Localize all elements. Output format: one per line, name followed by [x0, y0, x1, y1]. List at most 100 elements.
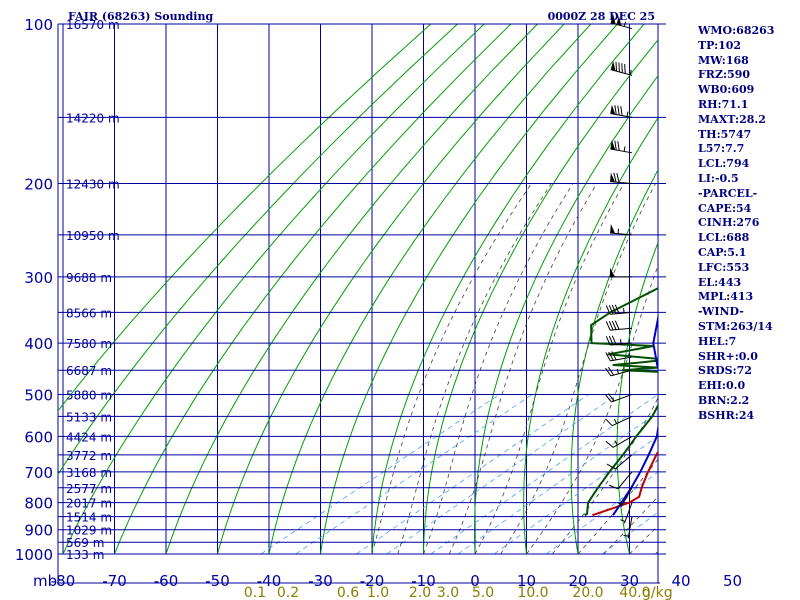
wind-barb-flag: [616, 173, 620, 183]
height-label: 10950 m: [66, 229, 120, 243]
wind-barb: [605, 393, 633, 403]
mixing-ratio-label: 5.0: [472, 585, 494, 600]
wind-barb: [608, 471, 633, 490]
parameter-item: EHI:0.0: [698, 379, 746, 393]
parameter-item: WB0:609: [698, 83, 755, 97]
parameter-item: MAXT:28.2: [698, 112, 766, 126]
profile-series: [584, 287, 658, 517]
mixing-ratio-label: 0.6: [337, 585, 359, 600]
dry-adiabat-line: [268, 24, 592, 554]
temperature-tick-label: -80: [51, 572, 76, 590]
parameter-item: BSHR:24: [698, 408, 755, 422]
parameter-item: HEL:7: [698, 334, 737, 348]
wind-barb: [605, 366, 633, 377]
wind-barb-pennant: [610, 104, 616, 115]
wind-barb-half-flag: [623, 146, 626, 152]
parameter-item: LFC:553: [698, 260, 750, 274]
wind-barb-pennant: [610, 224, 616, 234]
parameter-item: LI:-0.5: [698, 171, 739, 185]
pressure-tick-label: 900: [24, 522, 53, 540]
height-label: 569 m: [66, 536, 104, 550]
temperature-tick-label: -70: [102, 572, 127, 590]
parameter-item: LCL:794: [698, 157, 750, 171]
parcel-profile-line: [612, 313, 658, 516]
wind-barb-flag: [605, 352, 611, 362]
wind-barb-flag: [605, 321, 611, 331]
temperature-tick-label: 50: [723, 572, 742, 590]
mixing-ratio-label: 0.2: [277, 585, 299, 600]
wind-barb-shaft: [610, 356, 633, 362]
temperature-tick-label: -50: [205, 572, 230, 590]
moist-adiabat-line: [423, 183, 574, 554]
height-label: 2017 m: [66, 497, 112, 511]
dewpoint-profile-line: [584, 287, 658, 517]
wind-barb: [610, 104, 633, 118]
temperature-tick-label: -10: [411, 572, 436, 590]
height-label: 6687 m: [66, 364, 112, 378]
wind-barb: [606, 454, 633, 470]
wind-barb-pennant: [616, 15, 622, 26]
wind-barb-flag: [606, 463, 616, 470]
pressure-tick-label: 200: [24, 176, 53, 194]
wind-barb-flag: [618, 62, 620, 73]
parameter-item: MW:168: [698, 53, 749, 67]
dry-adiabat-line: [62, 24, 485, 554]
pressure-tick-label: 700: [24, 464, 53, 482]
wind-barb: [617, 487, 633, 508]
height-label: 1029 m: [66, 524, 112, 538]
height-label: 3168 m: [66, 466, 112, 480]
height-label: 12430 m: [66, 178, 120, 192]
moist-adiabat-line: [474, 183, 625, 554]
wind-barb-shaft: [624, 502, 633, 524]
mixing-ratio-line: [356, 394, 589, 554]
background-lines: [58, 24, 658, 554]
wind-barb-flag: [608, 351, 614, 361]
pressure-tick-label: 300: [24, 269, 53, 287]
wind-barb: [610, 60, 633, 76]
mixing-ratio-label: 3.0: [437, 585, 459, 600]
wind-barb-flag: [614, 320, 620, 330]
wind-barb: [610, 172, 633, 185]
temperature-tick-label: -40: [257, 572, 282, 590]
wind-barb-flag: [611, 320, 617, 330]
temperature-tick-label: 20: [568, 572, 587, 590]
parameter-list: WMO:68263 TP:102 MW:168 FRZ:590 WB0:609 RH:71…: [698, 24, 798, 424]
temperature-tick-label: -60: [154, 572, 179, 590]
height-label: 5133 m: [66, 410, 112, 424]
wind-barb: [623, 516, 633, 539]
pressure-tick-label: 500: [24, 386, 53, 404]
height-label: 8566 m: [66, 306, 112, 320]
wind-barb-half-flag: [620, 519, 626, 522]
wind-barb-shaft: [620, 487, 633, 508]
parameter-item: TH:5747: [698, 127, 752, 141]
wind-barb-flag: [613, 172, 617, 183]
wind-barb-shaft: [610, 311, 633, 315]
mixing-ratio-label: 20.0: [572, 585, 603, 600]
wind-barb-flag: [615, 61, 618, 72]
parameter-item: -PARCEL-: [698, 186, 758, 200]
parameter-item: MPL:413: [698, 290, 754, 304]
wind-barb-flag: [614, 304, 620, 314]
parameter-item: LCL:688: [698, 231, 750, 245]
temperature-tick-label: -30: [308, 572, 333, 590]
wind-barb-shaft: [610, 369, 633, 377]
chart-title-station: FAIR (68263) Sounding: [68, 10, 213, 23]
wind-barb: [610, 140, 633, 154]
wind-barb-flag: [617, 105, 620, 116]
wind-barb-shaft: [612, 435, 633, 448]
height-label: 133 m: [66, 548, 104, 562]
temperature-tick-label: 10: [517, 572, 536, 590]
height-label: 3772 m: [66, 449, 112, 463]
moist-adiabat-line: [577, 458, 658, 554]
wind-barb: [605, 304, 633, 315]
parameter-item: CAPE:54: [698, 201, 752, 215]
wind-barb-half-flag: [623, 534, 629, 537]
parameter-item: L57:7.7: [698, 142, 745, 156]
wind-barb: [605, 335, 633, 346]
parameter-item: TP:102: [698, 38, 742, 52]
parameter-item: CAP:5.1: [698, 245, 747, 259]
dry-adiabat-line: [320, 24, 618, 554]
pressure-tick-label: 800: [24, 495, 53, 513]
wind-barb-flag: [608, 366, 615, 376]
